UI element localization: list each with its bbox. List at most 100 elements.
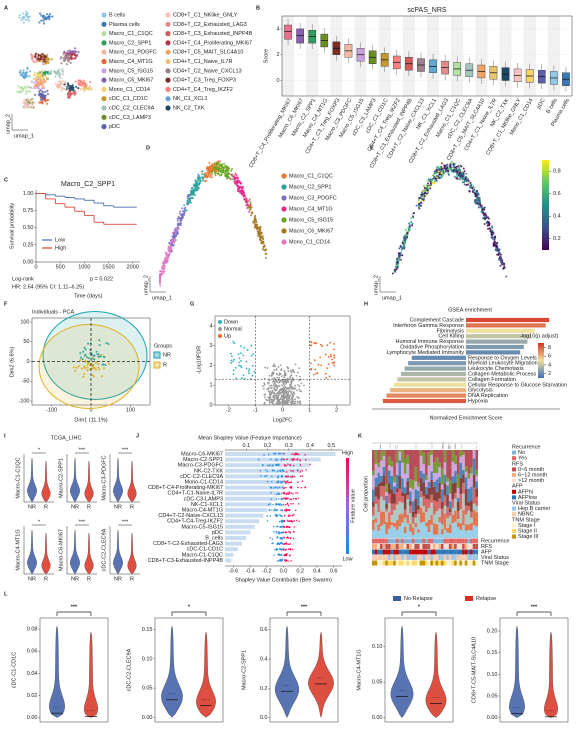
umap-point xyxy=(423,186,426,189)
umap-point xyxy=(475,192,478,195)
umap-point xyxy=(195,185,198,188)
umap-point xyxy=(163,270,166,273)
umap-point xyxy=(436,168,439,171)
swarm-point xyxy=(277,532,280,535)
box xyxy=(296,28,304,44)
annotation-cell xyxy=(432,549,436,555)
umap-point xyxy=(471,187,474,190)
swarm-point xyxy=(297,486,299,489)
bar xyxy=(225,513,264,518)
swarm-point xyxy=(279,559,282,562)
annotation-cell xyxy=(374,560,378,566)
umap-point xyxy=(36,79,39,82)
umap-point xyxy=(72,90,75,94)
umap-point xyxy=(433,177,436,180)
umap-point xyxy=(249,208,252,211)
annotation-cell xyxy=(417,544,420,549)
annotation-cell xyxy=(425,549,428,555)
volcano-point xyxy=(283,376,286,379)
volcano-point xyxy=(290,386,293,389)
umap-point xyxy=(32,106,35,109)
annotation-cell xyxy=(374,544,378,549)
pca-point xyxy=(80,367,83,370)
umap-point xyxy=(401,242,404,245)
bar-label: Cellular Response to Glucose Starvation xyxy=(468,382,567,388)
volcano-point xyxy=(262,387,265,390)
annotation-cell xyxy=(459,538,463,544)
annotation-cell xyxy=(467,544,471,549)
umap-point xyxy=(209,176,212,179)
volcano-point xyxy=(288,389,291,392)
umap-point xyxy=(162,262,165,265)
pca-point xyxy=(84,360,87,363)
swarm-point xyxy=(269,503,271,505)
pca-point xyxy=(107,342,110,345)
umap-point xyxy=(174,233,177,236)
pca-point xyxy=(97,366,100,369)
umap-point xyxy=(34,93,37,96)
volcano-point xyxy=(268,391,271,394)
x-axis-label: umap_1 xyxy=(14,133,34,139)
bar-label: Oxidative Phosphorylation xyxy=(400,344,464,350)
swarm-point xyxy=(272,452,275,455)
pca-point xyxy=(96,353,99,356)
swarm-point xyxy=(304,458,307,461)
bar-label: Complement Cascade xyxy=(410,317,464,323)
umap-point xyxy=(71,50,75,53)
swarm-point xyxy=(299,459,302,462)
annotation-cell xyxy=(406,544,410,549)
annotation-cell xyxy=(438,560,441,566)
umap-point xyxy=(259,229,262,232)
swarm-point xyxy=(288,492,291,495)
umap-point xyxy=(64,57,67,60)
umap-point xyxy=(42,60,45,63)
volcano-point xyxy=(286,366,289,368)
x-tick-label: 1500 xyxy=(102,264,114,270)
umap-point xyxy=(419,196,422,199)
volcano-point xyxy=(328,375,331,378)
umap-point xyxy=(43,87,46,90)
swarm-point xyxy=(292,464,295,467)
umap-point xyxy=(208,161,211,164)
umap-point xyxy=(453,169,456,172)
annotation-cell xyxy=(419,549,423,555)
umap-point xyxy=(41,91,44,94)
umap-point xyxy=(472,185,475,188)
volcano-point xyxy=(273,369,276,371)
volcano-point xyxy=(279,373,282,375)
colorbar-label: 0.8 xyxy=(553,169,561,175)
volcano-point xyxy=(290,404,293,406)
umap-point xyxy=(459,169,462,172)
annotation-cell xyxy=(435,560,439,566)
umap-point xyxy=(233,175,236,178)
legend-title: Groups xyxy=(154,343,172,349)
umap-point xyxy=(489,228,492,231)
umap-point xyxy=(432,174,435,177)
y-tick-label: Mono-C1-CD14 xyxy=(184,479,223,485)
volcano-point xyxy=(266,367,269,369)
swarm-point xyxy=(281,509,284,512)
swarm-point xyxy=(272,487,275,489)
swarm-point xyxy=(286,543,288,545)
annotation-cell xyxy=(422,538,425,544)
umap-point xyxy=(214,166,217,169)
colorbar xyxy=(346,458,349,554)
legend-label: Hep B carrier xyxy=(518,506,551,512)
annotation-cell xyxy=(395,560,399,566)
swarm-point xyxy=(290,458,293,461)
umap-point xyxy=(476,201,479,204)
bar xyxy=(225,491,281,496)
umap-point xyxy=(206,174,209,177)
x-tick-label: 1 xyxy=(308,407,311,413)
volcano-point xyxy=(310,341,313,344)
legend-swatch xyxy=(512,467,516,472)
swarm-point xyxy=(271,538,274,540)
legend-title: -log10(p.adjust) xyxy=(520,333,558,339)
pca-point xyxy=(91,356,94,359)
umap-point xyxy=(36,57,39,60)
y-tick-label: Macro-C2-SPP1 xyxy=(183,457,223,463)
pca-point xyxy=(97,363,100,366)
x-tick-label: R xyxy=(44,576,48,582)
umap-point xyxy=(238,187,241,190)
bar xyxy=(225,552,234,557)
